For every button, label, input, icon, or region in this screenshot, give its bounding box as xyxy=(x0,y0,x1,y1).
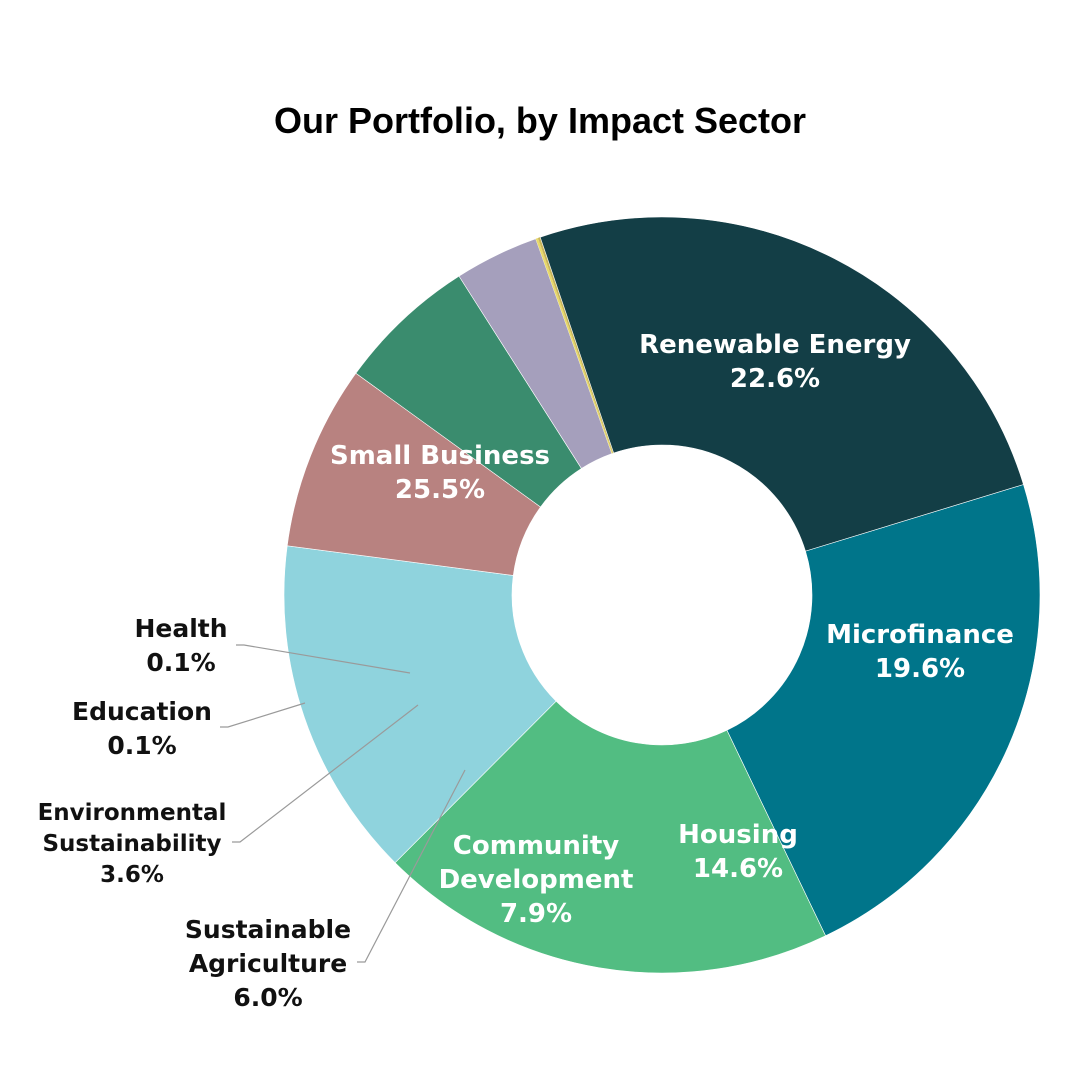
slice-label: Microfinance 19.6% xyxy=(826,620,1014,684)
slice-health xyxy=(537,237,614,454)
slice-value-label: 22.6% xyxy=(730,364,820,394)
leader-line xyxy=(236,644,411,674)
slice-label: Education 0.1% xyxy=(72,697,212,760)
slice-label: Environmental Sustainability 3.6% xyxy=(38,800,227,888)
leader-line xyxy=(357,769,466,963)
slice-label: Sustainable Agriculture 6.0% xyxy=(185,915,351,1012)
slice-microfinance xyxy=(394,700,826,974)
slice-label: Health 0.1% xyxy=(134,614,227,677)
slice-label: Community Development 7.9% xyxy=(439,831,634,929)
slice-small-business xyxy=(539,216,1024,552)
slice-value-label: 3.6% xyxy=(100,862,164,888)
leader-line xyxy=(220,702,306,728)
slice-name-label: Microfinance xyxy=(826,620,1014,650)
slice-label: Housing 14.6% xyxy=(678,820,798,884)
slice-name-label: Development xyxy=(439,865,634,895)
slice-name-label: Health xyxy=(134,614,227,643)
slice-name-label: Environmental xyxy=(38,800,227,826)
slice-name-label: Housing xyxy=(678,820,798,850)
slice-name-label: Sustainability xyxy=(42,831,221,857)
slice-name-label: Education xyxy=(72,697,212,726)
slice-label: Renewable Energy 22.6% xyxy=(639,330,911,394)
slice-value-label: 19.6% xyxy=(875,654,965,684)
slice-label: Small Business 25.5% xyxy=(330,441,550,505)
slice-education xyxy=(535,237,613,454)
slice-value-label: 0.1% xyxy=(107,731,176,760)
slice-value-label: 7.9% xyxy=(500,899,572,929)
slice-value-label: 14.6% xyxy=(693,854,783,884)
slice-value-label: 25.5% xyxy=(395,475,485,505)
slice-housing xyxy=(283,545,557,864)
slice-name-label: Sustainable xyxy=(185,915,351,944)
slice-name-label: Renewable Energy xyxy=(639,330,911,360)
slice-name-label: Community xyxy=(453,831,619,861)
slice-name-label: Small Business xyxy=(330,441,550,471)
slice-value-label: 0.1% xyxy=(146,648,215,677)
chart-title: Our Portfolio, by Impact Sector xyxy=(273,100,807,141)
slice-name-label: Agriculture xyxy=(189,949,347,978)
slice-value-label: 6.0% xyxy=(233,983,302,1012)
slice-renewable-energy xyxy=(726,484,1041,937)
leader-line xyxy=(232,704,419,843)
